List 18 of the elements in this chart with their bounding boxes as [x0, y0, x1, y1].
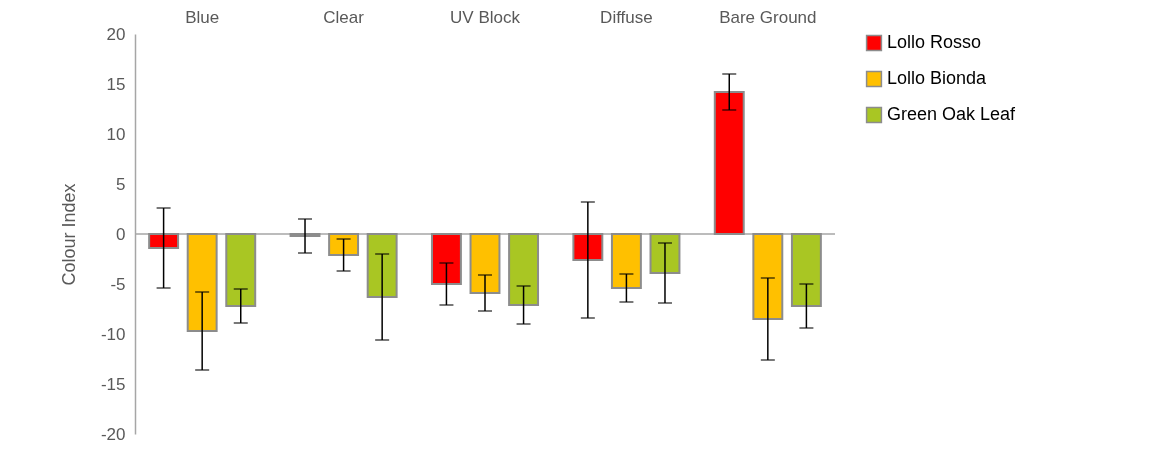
y-tick-label: -5: [110, 274, 126, 294]
x-tick-label: Bare Ground: [719, 7, 817, 27]
y-tick-label: -10: [100, 324, 126, 344]
legend-label: Green Oak Leaf: [887, 104, 1017, 124]
y-tick-label: 20: [106, 24, 126, 44]
x-tick-label: Blue: [185, 7, 220, 27]
y-tick-label: -20: [100, 424, 126, 444]
y-tick-label: 5: [116, 174, 126, 194]
y-tick-label: 15: [106, 74, 126, 94]
y-tick-label: -15: [100, 374, 126, 394]
legend-label: Lollo Bionda: [887, 68, 988, 88]
legend-label: Lollo Rosso: [887, 32, 982, 52]
y-tick-label: 0: [116, 224, 126, 244]
x-tick-label: UV Block: [450, 7, 521, 27]
y-axis-title: Colour Index: [58, 183, 79, 286]
x-tick-label: Clear: [323, 7, 365, 27]
y-tick-label: 10: [106, 124, 126, 144]
x-tick-label: Diffuse: [600, 7, 653, 27]
